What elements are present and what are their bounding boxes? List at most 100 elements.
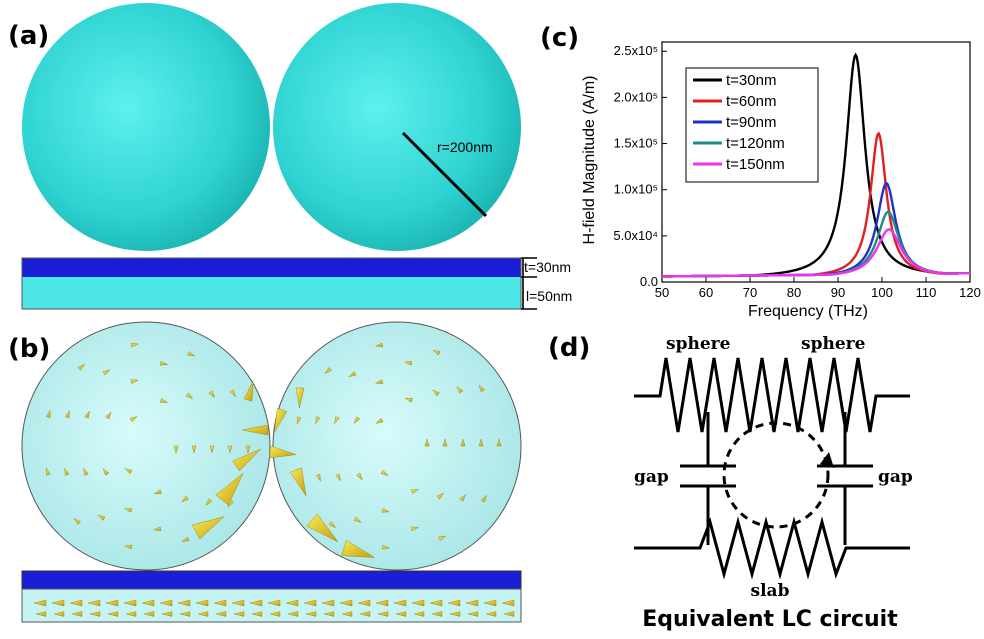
field-arrow: [305, 611, 317, 617]
field-arrow: [209, 445, 215, 454]
field-arrow: [456, 386, 464, 394]
field-arrow: [483, 599, 497, 607]
field-arrow: [229, 389, 236, 398]
field-arrow: [478, 438, 484, 447]
field-arrow: [153, 489, 162, 495]
field-arrow: [213, 599, 227, 607]
field-arrow: [269, 611, 281, 617]
l-label: l=50nm: [526, 288, 572, 304]
field-arrow: [73, 518, 81, 525]
y-tick-label: 0.0: [640, 274, 658, 289]
field-arrow: [303, 599, 317, 607]
field-arrow: [143, 611, 155, 617]
field-arrow: [410, 526, 420, 531]
field-arrow: [215, 473, 244, 506]
field-arrow: [438, 535, 447, 541]
field-arrow: [83, 467, 89, 476]
field-arrow: [436, 492, 445, 500]
t-label: t=30nm: [524, 259, 571, 275]
resonance-chart: 50 60 70 80 90 100 110 120 0.0 5.0x10⁴ 1.0x10⁵ 1.5x…: [613, 41, 981, 300]
magnetic-field-arrows: [33, 342, 515, 617]
field-arrow: [89, 611, 101, 617]
thickness-bracket: [521, 257, 537, 310]
field-arrow: [35, 611, 47, 617]
field-arrow: [124, 468, 133, 475]
plot-frame: [661, 41, 971, 283]
field-arrow: [429, 599, 443, 607]
legend-entry: t=30nm: [726, 72, 776, 89]
field-arrow: [77, 363, 86, 371]
field-arrow: [64, 410, 70, 419]
field-arrow: [123, 544, 133, 550]
field-arrow: [348, 371, 357, 378]
field-arrow: [431, 611, 443, 617]
field-arrow: [381, 544, 391, 550]
dielectric-spacer: [22, 277, 521, 309]
field-arrow: [269, 445, 296, 459]
y-axis-label: H-field Magnitude (A/m): [581, 76, 598, 245]
field-arrow: [324, 367, 332, 374]
field-arrow: [380, 469, 389, 476]
field-arrow: [125, 611, 137, 617]
slab-inductor: [634, 516, 910, 580]
field-arrow: [328, 521, 337, 529]
field-arrow: [496, 438, 502, 447]
legend-entry: t=120nm: [726, 135, 785, 152]
field-arrow: [432, 389, 440, 397]
field-arrow: [467, 611, 479, 617]
x-tick-label: 110: [916, 285, 937, 300]
field-arrow: [353, 516, 362, 523]
field-arrow: [232, 448, 261, 472]
field-arrow: [181, 495, 189, 503]
panel-c: (c) 50 60 70 80 90 100 110 120 0.0 5.0x10⁴ 1.0x10⁵…: [540, 23, 981, 320]
field-arrow: [357, 599, 371, 607]
field-arrow: [315, 473, 321, 482]
field-arrow: [285, 599, 299, 607]
field-arrow: [465, 599, 479, 607]
field-arrow: [459, 494, 467, 502]
metal-slab-field: [21, 570, 522, 590]
field-arrow: [411, 599, 425, 607]
legend: t=30nm t=60nm t=90nm t=120nm t=150nm: [685, 67, 819, 183]
field-arrow: [215, 611, 227, 617]
field-arrow: [123, 508, 133, 513]
field-arrow: [197, 611, 209, 617]
field-arrow: [187, 351, 196, 357]
circuit-title: Equivalent LC circuit: [642, 607, 898, 632]
panel-b-label: (b): [8, 334, 50, 364]
field-arrow: [97, 514, 106, 521]
field-arrow: [297, 416, 302, 425]
field-arrow: [503, 611, 515, 617]
legend-entry: t=60nm: [726, 93, 776, 110]
radius-line: [401, 131, 488, 218]
gap-right-label: gap: [878, 467, 913, 487]
field-arrow: [410, 489, 420, 494]
field-arrow: [315, 416, 321, 425]
field-arrow: [46, 467, 51, 476]
field-arrow: [335, 473, 341, 482]
field-arrow: [306, 513, 339, 543]
field-arrow: [123, 599, 137, 607]
field-arrow: [185, 392, 194, 400]
field-arrow: [173, 445, 179, 454]
field-arrow: [161, 611, 173, 617]
y-tick-label: 5.0x10⁴: [613, 228, 658, 243]
field-arrow: [181, 536, 190, 543]
field-arrow: [105, 411, 112, 420]
field-arrow: [341, 540, 375, 558]
field-arrow: [141, 599, 155, 607]
field-arrow: [130, 342, 140, 348]
legend-entry: t=90nm: [726, 114, 776, 131]
field-arrow: [287, 611, 299, 617]
vertical-wires: [706, 412, 847, 545]
field-arrow: [191, 445, 197, 454]
field-arrow: [404, 397, 413, 403]
panel-d-label: (d): [548, 333, 590, 363]
field-arrow: [375, 599, 389, 607]
current-loop: [722, 421, 830, 529]
left-sphere-field: [21, 321, 271, 571]
sphere-inductors: [634, 357, 910, 433]
field-arrow: [395, 611, 407, 617]
field-arrow: [84, 410, 90, 419]
y-tick-label: 1.5x10⁵: [614, 136, 658, 151]
